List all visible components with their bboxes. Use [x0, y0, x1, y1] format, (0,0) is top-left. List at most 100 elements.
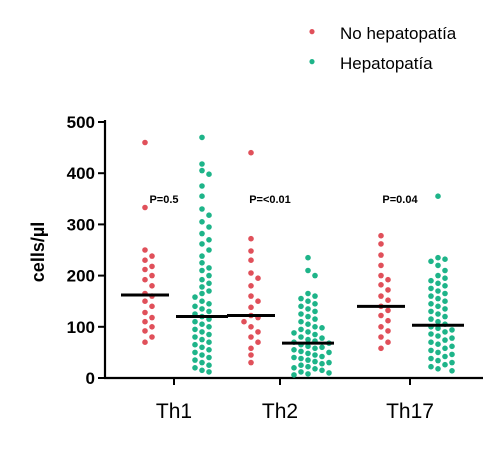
- data-point: [149, 283, 155, 289]
- data-point: [435, 303, 441, 310]
- data-point: [435, 341, 441, 348]
- y-tick-label: 300: [67, 215, 95, 234]
- y-tick-label: 200: [67, 267, 95, 286]
- data-point: [428, 258, 434, 265]
- data-point: [206, 347, 212, 353]
- legend-label-hepatopatia: Hepatopatía: [340, 54, 433, 73]
- data-point: [319, 344, 325, 351]
- data-point: [428, 347, 434, 354]
- data-point: [192, 341, 198, 348]
- data-point: [149, 334, 155, 340]
- data-point: [312, 308, 318, 315]
- data-point: [206, 237, 212, 243]
- data-point: [385, 297, 391, 304]
- data-point: [248, 304, 254, 311]
- data-point: [378, 232, 384, 239]
- data-point: [442, 267, 448, 274]
- data-point: [378, 312, 384, 319]
- data-point: [385, 317, 391, 324]
- data-point: [442, 290, 448, 297]
- data-point: [428, 355, 434, 362]
- data-point: [298, 362, 304, 369]
- data-point: [378, 241, 384, 247]
- data-point: [435, 295, 441, 302]
- data-point: [305, 371, 311, 377]
- data-point: [149, 263, 155, 270]
- data-point: [199, 284, 205, 290]
- data-point: [199, 352, 205, 358]
- data-point: [199, 306, 205, 312]
- y-tick-label: 400: [67, 164, 95, 183]
- p-value-annotations: P=0.5 P=<0.01 P=0.04: [149, 194, 418, 206]
- data-point: [435, 262, 441, 269]
- data-point: [206, 224, 212, 230]
- data-point: [298, 348, 304, 355]
- data-point: [385, 307, 391, 314]
- data-point: [312, 293, 318, 299]
- data-point: [312, 366, 318, 372]
- data-point: [192, 334, 198, 340]
- data-point: [248, 352, 254, 358]
- data-point: [428, 339, 434, 346]
- data-point: [199, 193, 205, 199]
- data-point: [312, 301, 318, 307]
- data-point: [435, 272, 441, 279]
- data-point: [206, 308, 212, 315]
- data-point: [206, 247, 212, 253]
- data-point: [378, 272, 384, 279]
- data-point: [378, 262, 384, 269]
- data-point: [305, 336, 311, 343]
- data-point: [428, 277, 434, 284]
- data-point: [305, 357, 311, 363]
- data-point: [291, 354, 297, 361]
- data-point: [442, 329, 448, 335]
- median-lines: [121, 293, 464, 345]
- data-point: [199, 298, 205, 305]
- data-point: [442, 361, 448, 368]
- data-point: [442, 313, 448, 320]
- data-point: [428, 316, 434, 322]
- data-point: [435, 254, 441, 261]
- data-point: [248, 283, 254, 289]
- data-point: [435, 193, 441, 199]
- data-point: [199, 230, 205, 237]
- data-point: [449, 343, 455, 350]
- data-point: [199, 267, 205, 274]
- data-point: [435, 349, 441, 356]
- data-point: [192, 365, 198, 371]
- data-point: [435, 311, 441, 317]
- data-point: [378, 293, 384, 299]
- data-point: [248, 235, 254, 242]
- data-point: [449, 327, 455, 333]
- data-point: [442, 345, 448, 352]
- data-point: [442, 298, 448, 305]
- data-point: [206, 354, 212, 361]
- data-point: [142, 139, 148, 146]
- y-tick-label: 500: [67, 113, 95, 132]
- data-point: [206, 369, 212, 375]
- data-point: [199, 329, 205, 335]
- data-point: [319, 367, 325, 374]
- data-point: [312, 324, 318, 330]
- data-point: [442, 256, 448, 263]
- data-point: [428, 293, 434, 299]
- data-point: [298, 369, 304, 375]
- data-point: [248, 248, 254, 254]
- data-point: [199, 219, 205, 225]
- data-point: [305, 290, 311, 297]
- data-point: [442, 275, 448, 282]
- data-point: [428, 331, 434, 337]
- data-point: [428, 285, 434, 292]
- data-point: [449, 368, 455, 374]
- data-point: [206, 280, 212, 287]
- data-point: [199, 167, 205, 174]
- data-point: [305, 329, 311, 335]
- data-point: [312, 345, 318, 352]
- legend: ● No hepatopatía ● Hepatopatía: [308, 24, 456, 73]
- data-point: [442, 306, 448, 312]
- data-point: [142, 298, 148, 305]
- data-point: [142, 339, 148, 346]
- data-point: [305, 343, 311, 350]
- data-point: [305, 298, 311, 305]
